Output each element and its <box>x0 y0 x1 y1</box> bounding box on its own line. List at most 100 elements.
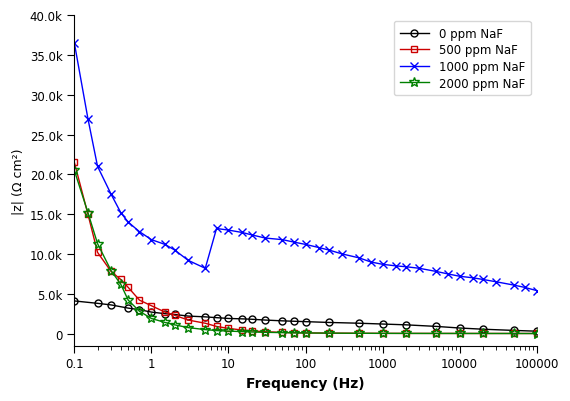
500 ppm NaF <box>161 310 168 315</box>
500 ppm NaF <box>148 304 155 308</box>
1000 ppm NaF <box>84 117 91 122</box>
1000 ppm NaF <box>171 248 178 253</box>
0 ppm NaF <box>402 323 409 328</box>
0 ppm NaF <box>171 312 178 317</box>
2000 ppm NaF <box>356 331 363 336</box>
0 ppm NaF <box>161 312 168 316</box>
2000 ppm NaF <box>249 330 255 334</box>
500 ppm NaF <box>325 331 332 336</box>
0 ppm NaF <box>510 328 517 333</box>
0 ppm NaF <box>479 327 486 332</box>
0 ppm NaF <box>148 310 155 315</box>
1000 ppm NaF <box>161 242 168 247</box>
500 ppm NaF <box>171 313 178 318</box>
2000 ppm NaF <box>379 331 386 336</box>
2000 ppm NaF <box>534 331 540 336</box>
500 ppm NaF <box>433 331 440 336</box>
X-axis label: Frequency (Hz): Frequency (Hz) <box>246 376 365 390</box>
1000 ppm NaF <box>202 266 209 271</box>
1000 ppm NaF <box>379 262 386 267</box>
500 ppm NaF <box>279 330 286 335</box>
2000 ppm NaF <box>171 323 178 328</box>
1000 ppm NaF <box>510 283 517 288</box>
1000 ppm NaF <box>444 272 451 277</box>
2000 ppm NaF <box>185 325 192 330</box>
1000 ppm NaF <box>185 258 192 263</box>
0 ppm NaF <box>136 308 143 312</box>
500 ppm NaF <box>456 331 463 336</box>
500 ppm NaF <box>302 331 309 336</box>
0 ppm NaF <box>302 320 309 324</box>
1000 ppm NaF <box>367 260 374 265</box>
0 ppm NaF <box>379 322 386 327</box>
2000 ppm NaF <box>84 211 91 215</box>
1000 ppm NaF <box>213 227 220 231</box>
500 ppm NaF <box>379 331 386 336</box>
500 ppm NaF <box>239 328 246 332</box>
2000 ppm NaF <box>239 329 246 334</box>
Legend: 0 ppm NaF, 500 ppm NaF, 1000 ppm NaF, 2000 ppm NaF: 0 ppm NaF, 500 ppm NaF, 1000 ppm NaF, 20… <box>394 22 531 96</box>
0 ppm NaF <box>534 329 540 334</box>
2000 ppm NaF <box>225 329 232 334</box>
500 ppm NaF <box>510 331 517 336</box>
500 ppm NaF <box>534 331 540 336</box>
2000 ppm NaF <box>213 328 220 333</box>
500 ppm NaF <box>225 326 232 331</box>
2000 ppm NaF <box>202 327 209 332</box>
500 ppm NaF <box>136 298 143 303</box>
500 ppm NaF <box>213 324 220 329</box>
1000 ppm NaF <box>339 252 346 257</box>
2000 ppm NaF <box>433 331 440 336</box>
2000 ppm NaF <box>148 316 155 321</box>
Line: 0 ppm NaF: 0 ppm NaF <box>71 298 540 335</box>
500 ppm NaF <box>117 277 124 282</box>
1000 ppm NaF <box>479 277 486 282</box>
2000 ppm NaF <box>510 331 517 336</box>
1000 ppm NaF <box>416 266 423 271</box>
2000 ppm NaF <box>402 331 409 336</box>
1000 ppm NaF <box>433 269 440 274</box>
1000 ppm NaF <box>356 256 363 261</box>
2000 ppm NaF <box>456 331 463 336</box>
500 ppm NaF <box>125 285 132 290</box>
500 ppm NaF <box>262 330 268 334</box>
1000 ppm NaF <box>290 240 297 245</box>
0 ppm NaF <box>456 326 463 330</box>
2000 ppm NaF <box>117 282 124 287</box>
2000 ppm NaF <box>136 309 143 314</box>
1000 ppm NaF <box>239 231 246 235</box>
500 ppm NaF <box>479 331 486 336</box>
0 ppm NaF <box>94 301 101 306</box>
1000 ppm NaF <box>71 41 78 46</box>
2000 ppm NaF <box>94 241 101 246</box>
Line: 1000 ppm NaF: 1000 ppm NaF <box>70 40 541 295</box>
1000 ppm NaF <box>302 242 309 247</box>
500 ppm NaF <box>84 212 91 217</box>
2000 ppm NaF <box>161 320 168 325</box>
1000 ppm NaF <box>125 220 132 225</box>
1000 ppm NaF <box>279 238 286 243</box>
1000 ppm NaF <box>136 230 143 235</box>
1000 ppm NaF <box>325 248 332 253</box>
1000 ppm NaF <box>493 280 500 285</box>
500 ppm NaF <box>356 331 363 336</box>
500 ppm NaF <box>71 160 78 165</box>
0 ppm NaF <box>290 319 297 324</box>
0 ppm NaF <box>125 306 132 311</box>
1000 ppm NaF <box>470 276 477 281</box>
500 ppm NaF <box>202 321 209 326</box>
500 ppm NaF <box>249 328 255 333</box>
0 ppm NaF <box>325 320 332 325</box>
0 ppm NaF <box>71 299 78 304</box>
1000 ppm NaF <box>402 265 409 269</box>
0 ppm NaF <box>433 324 440 329</box>
2000 ppm NaF <box>302 331 309 336</box>
0 ppm NaF <box>239 317 246 322</box>
Line: 500 ppm NaF: 500 ppm NaF <box>71 160 540 337</box>
500 ppm NaF <box>108 269 115 274</box>
0 ppm NaF <box>213 316 220 320</box>
0 ppm NaF <box>202 315 209 320</box>
1000 ppm NaF <box>534 288 540 293</box>
0 ppm NaF <box>185 314 192 319</box>
2000 ppm NaF <box>325 331 332 336</box>
